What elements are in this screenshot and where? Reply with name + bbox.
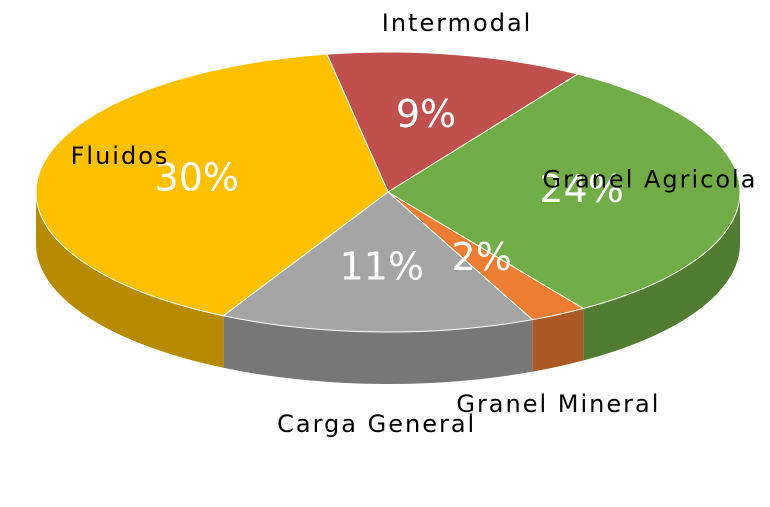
category-label: Carga General <box>277 410 476 438</box>
value-label: 24% <box>539 167 623 211</box>
value-label: 9% <box>396 92 456 136</box>
value-label: 2% <box>452 235 512 279</box>
slice-side <box>583 192 740 361</box>
category-label: Granel Agricola <box>543 166 758 194</box>
value-label: 11% <box>340 244 424 288</box>
slice-side <box>36 192 224 368</box>
category-label: Intermodal <box>382 9 533 37</box>
slice <box>387 73 741 310</box>
slice <box>326 51 580 193</box>
category-label: Fluidos <box>71 142 170 170</box>
slice-side <box>223 315 533 385</box>
pie-sides <box>36 192 740 385</box>
slice <box>222 191 534 333</box>
value-label: 30% <box>155 156 239 200</box>
slice <box>35 53 389 317</box>
slice-side <box>532 308 584 372</box>
category-label: Granel Mineral <box>456 390 660 418</box>
